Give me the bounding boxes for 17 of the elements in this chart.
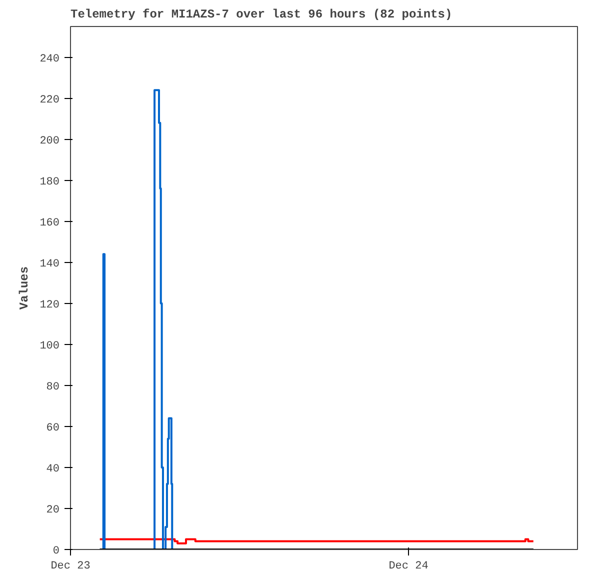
x-tick-label: Dec 23 xyxy=(50,560,90,572)
y-tick-label: 140 xyxy=(40,258,60,270)
chart-title: Telemetry for MI1AZS-7 over last 96 hours (82 points) xyxy=(70,8,452,22)
y-tick-label: 20 xyxy=(46,504,60,516)
y-tick-label: 160 xyxy=(40,217,60,230)
y-tick-label: 220 xyxy=(40,94,60,106)
y-tick-label: 80 xyxy=(46,381,60,394)
y-axis-title: Values xyxy=(18,266,32,310)
y-tick-label: 180 xyxy=(40,176,60,188)
y-tick-label: 60 xyxy=(46,422,60,434)
y-tick-label: 0 xyxy=(52,546,60,558)
y-tick-label: 200 xyxy=(40,135,60,148)
y-tick-label: 100 xyxy=(40,340,60,352)
y-tick-label: 240 xyxy=(40,53,60,66)
y-tick-label: 40 xyxy=(46,463,60,476)
x-tick-label: Dec 24 xyxy=(388,560,429,572)
y-tick-label: 120 xyxy=(40,299,60,312)
